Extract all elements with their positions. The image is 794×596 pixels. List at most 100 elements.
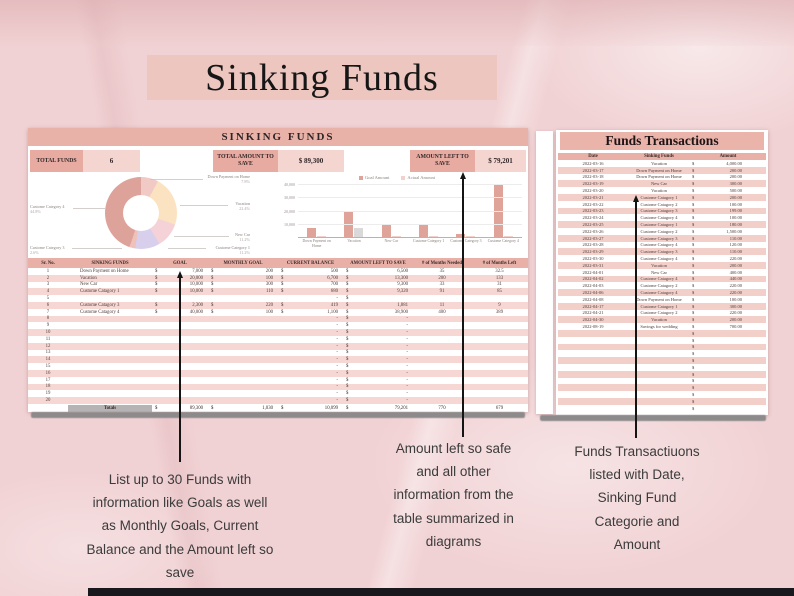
cell[interactable]: 2022-04-08 <box>582 296 604 302</box>
cell[interactable]: $400.00 <box>692 269 742 275</box>
cell[interactable]: 2 <box>46 275 50 281</box>
cell[interactable]: 2022-03-23 <box>582 208 604 214</box>
fund-row[interactable]: 9 - $ - <box>28 322 528 329</box>
transaction-row[interactable]: 2022-04-02 Custome Catagory 4 $440.00 <box>558 275 766 283</box>
cell[interactable]: $100.00 <box>692 296 742 302</box>
cell[interactable]: - <box>336 364 338 370</box>
fund-row[interactable]: 12 - $ - <box>28 342 528 350</box>
transaction-row[interactable]: 2022-03-26 Custome Catagory 2 $1,500.00 <box>558 228 766 235</box>
cell[interactable]: 2022-03-28 <box>582 242 604 248</box>
funds-table-header[interactable]: Sr. No. SINKING FUNDS GOAL MONTHLY GOAL … <box>28 258 528 268</box>
cell[interactable]: Custome Catagory 1 <box>640 222 678 228</box>
cell[interactable]: 2022-08-19 <box>582 324 604 330</box>
cell[interactable]: - <box>336 391 338 397</box>
transaction-row[interactable]: $ <box>558 405 766 412</box>
transaction-row[interactable]: 2022-03-23 Custome Catagory 3 $199.00 <box>558 207 766 215</box>
cell[interactable]: $7,000 <box>155 268 203 274</box>
cell[interactable]: 20 <box>45 398 51 404</box>
transaction-row[interactable]: 2022-04-17 Custome Catagory 1 $300.00 <box>558 302 766 310</box>
transaction-row[interactable]: 2022-04-30 Vacation $200.00 <box>558 316 766 324</box>
cell[interactable]: 91 <box>439 289 445 295</box>
fund-row[interactable]: 5 - $ <box>28 295 528 302</box>
cell[interactable]: $110.00 <box>692 235 742 241</box>
cell[interactable]: 16 <box>45 370 51 376</box>
cell[interactable]: Down Payment on Home <box>636 174 682 180</box>
cell[interactable]: 2022-04-17 <box>582 303 604 309</box>
transaction-row[interactable]: 2022-04-03 Custome Catagory 2 $220.00 <box>558 282 766 289</box>
cell[interactable]: Vacation <box>651 262 667 268</box>
cell[interactable]: 2022-03-27 <box>582 235 604 241</box>
cell[interactable]: 2022-03-24 <box>582 215 604 221</box>
cell[interactable]: 2022-04-02 <box>582 276 604 282</box>
cell[interactable]: Custome Catagory 4 <box>80 309 120 315</box>
cell[interactable]: $300 <box>211 282 273 288</box>
cell[interactable]: 389 <box>495 309 504 315</box>
transactions-body[interactable]: 2022-03-16 Vacation $4,000.00 2022-03-17 Dow… <box>558 160 766 411</box>
cell[interactable]: $ <box>692 337 695 343</box>
cell[interactable]: 17 <box>45 377 51 383</box>
cell[interactable]: Savings for wedding <box>640 324 678 330</box>
cell[interactable]: 11 <box>439 302 445 308</box>
cell[interactable]: $200.00 <box>692 262 742 268</box>
transaction-row[interactable]: 2022-04-01 New Car $400.00 <box>558 269 766 276</box>
col-header[interactable]: GOAL <box>173 260 187 266</box>
cell[interactable]: Down Payment on Home <box>636 296 682 302</box>
cell[interactable]: Vacation <box>651 188 667 194</box>
cell[interactable]: $100.00 <box>692 215 742 221</box>
transaction-row[interactable]: $ <box>558 397 766 405</box>
col-header[interactable]: AMOUNT LEFT TO SAVE <box>350 260 406 266</box>
cell[interactable]: 9 <box>46 323 50 329</box>
bar-group[interactable] <box>307 184 327 237</box>
cell[interactable]: 2022-04-06 <box>582 290 604 296</box>
cell[interactable]: $700.00 <box>692 324 742 330</box>
cell[interactable]: 400 <box>438 309 446 315</box>
cell[interactable]: $110.00 <box>692 249 742 255</box>
fund-row[interactable]: 10 - $ - <box>28 329 528 336</box>
cell[interactable]: - <box>336 323 338 329</box>
amount-left-value[interactable]: $ 79,201 <box>475 150 526 172</box>
cell[interactable]: 2022-03-21 <box>582 194 604 200</box>
cell[interactable]: 200 <box>438 275 446 281</box>
cell[interactable]: 2022-03-19 <box>582 181 604 187</box>
cell[interactable]: 2022-03-29 <box>582 249 604 255</box>
cell[interactable]: 2022-03-20 <box>582 188 604 194</box>
cell[interactable]: $220.00 <box>692 290 742 296</box>
cell[interactable]: $ <box>692 391 695 397</box>
transaction-row[interactable]: 2022-03-18 Down Payment on Home $200.00 <box>558 174 766 181</box>
transaction-row[interactable]: 2022-08-19 Savings for wedding $700.00 <box>558 323 766 330</box>
cell[interactable]: $ - <box>346 357 408 363</box>
cell[interactable]: - <box>336 377 338 383</box>
cell[interactable]: Custome Catagory 4 <box>640 276 678 282</box>
cell[interactable]: - <box>336 398 338 404</box>
cell[interactable]: $ <box>692 378 695 384</box>
cell[interactable]: $ <box>692 351 695 357</box>
cell[interactable]: 2022-03-25 <box>582 222 604 228</box>
cell[interactable]: 35 <box>439 268 445 274</box>
cell[interactable]: $200 <box>211 268 273 274</box>
col-header[interactable]: Sr. No. <box>41 260 55 266</box>
cell[interactable]: $ <box>692 385 695 391</box>
transaction-row[interactable]: $ <box>558 364 766 371</box>
cell[interactable]: Custome Catagory 1 <box>640 303 678 309</box>
cell[interactable]: 85 <box>497 289 502 295</box>
fund-row[interactable]: 14 - $ - <box>28 356 528 364</box>
cell[interactable]: $680 <box>281 289 338 295</box>
fund-row[interactable]: 2 Vacation $20,000 $100 $6,700 $13,300 200 133 <box>28 274 528 282</box>
cell[interactable]: $200.00 <box>692 174 742 180</box>
transaction-row[interactable]: $ <box>558 337 766 344</box>
transaction-row[interactable]: 2022-03-21 Custome Catagory 1 $200.00 <box>558 193 766 201</box>
cell[interactable]: Custome Catagory 3 <box>80 302 120 308</box>
cell[interactable]: $ - <box>346 350 408 356</box>
cell[interactable]: - <box>336 357 338 363</box>
transaction-row[interactable]: $ <box>558 391 766 398</box>
cell[interactable]: 15 <box>45 364 51 370</box>
cell[interactable]: $200.00 <box>692 167 742 173</box>
cell[interactable]: Custome Catagory 4 <box>640 256 678 262</box>
cell[interactable]: $ <box>692 344 695 350</box>
totals-row[interactable]: Totals $89,300 $1,030 $10,099 $79,201 77… <box>28 404 528 412</box>
cell[interactable]: 33 <box>439 282 445 288</box>
cell[interactable]: $200.00 <box>692 194 742 200</box>
cell[interactable]: $40,000 <box>155 309 203 315</box>
cell[interactable]: $ - <box>346 398 408 404</box>
cell[interactable]: $2,300 <box>155 302 203 308</box>
